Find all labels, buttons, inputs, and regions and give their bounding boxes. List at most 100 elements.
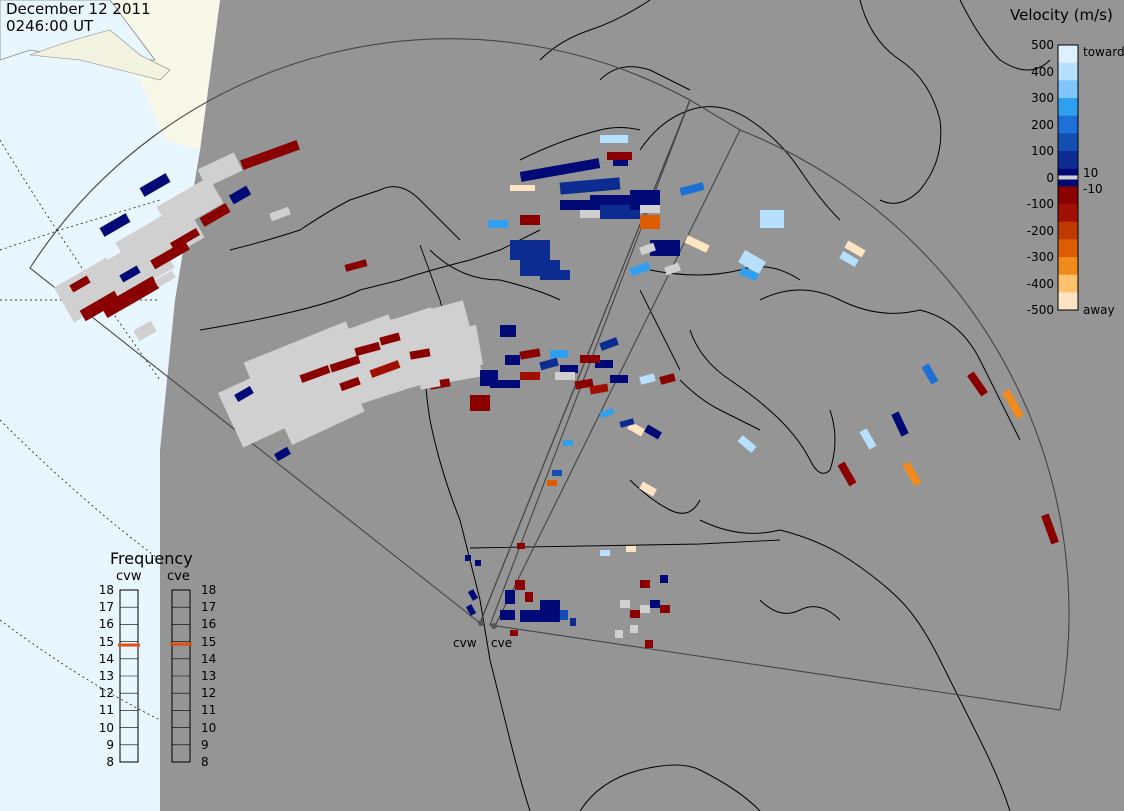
frequency-tick: 13: [98, 669, 114, 683]
velocity-cell: [465, 604, 477, 616]
frequency-tick: 12: [98, 686, 114, 701]
velocity-cell: [607, 152, 632, 160]
velocity-tick: 0: [1046, 170, 1054, 185]
frequency-tick: 16: [201, 617, 217, 632]
velocity-cell: [344, 259, 368, 272]
velocity-cell: [525, 592, 533, 602]
velocity-cell: [275, 374, 365, 446]
frequency-tick: 16: [98, 617, 114, 632]
frequency-tick: 8: [201, 755, 209, 769]
velocity-cell: [639, 481, 657, 497]
velocity-cell: [738, 249, 766, 275]
velocity-cell: [630, 610, 640, 618]
velocity-cell: [505, 590, 515, 604]
colorbar-segment: [1058, 257, 1078, 276]
frequency-tick: 15: [98, 634, 114, 649]
frequency-tick: 17: [98, 600, 114, 615]
frequency-tick: 10: [98, 720, 114, 735]
velocity-cell: [629, 261, 651, 277]
velocity-cell: [269, 206, 291, 222]
frequency-tick: 14: [98, 651, 114, 666]
velocity-cell: [640, 215, 660, 229]
velocity-cell: [640, 205, 660, 213]
site-label-cvw: cvw: [453, 636, 477, 650]
velocity-cell: [580, 355, 600, 363]
velocity-cell: [517, 543, 525, 549]
velocity-cell: [519, 158, 601, 182]
velocity-cell: [599, 337, 619, 351]
velocity-cell: [967, 371, 988, 397]
velocity-cell: [520, 372, 540, 380]
velocity-cell: [921, 363, 939, 385]
velocity-cell: [547, 480, 557, 486]
velocity-cell: [505, 355, 520, 365]
velocity-cell: [679, 182, 705, 196]
velocity-cell: [615, 630, 623, 638]
frequency-bars: [118, 589, 192, 763]
colorbar-segment: [1058, 239, 1078, 258]
velocity-cell: [550, 350, 568, 358]
velocity-cell: [599, 407, 615, 419]
velocity-cell: [627, 421, 645, 437]
velocity-cell: [79, 290, 121, 322]
velocity-cell: [645, 640, 653, 648]
velocity-cell: [510, 185, 535, 191]
velocity-cell: [619, 418, 635, 428]
velocity-away-label: away: [1083, 303, 1115, 317]
velocity-tick: -500: [1026, 303, 1054, 317]
velocity-cell: [555, 372, 575, 380]
frequency-tick: 17: [201, 600, 217, 615]
velocity-cell: [199, 203, 231, 227]
velocity-cell: [119, 265, 141, 283]
velocity-cell: [154, 270, 176, 288]
velocity-cell: [844, 240, 866, 258]
velocity-cell: [600, 135, 628, 143]
velocity-cell: [100, 275, 160, 319]
velocity-tick: 400: [1031, 64, 1054, 79]
velocity-cell: [739, 267, 759, 281]
frequency-legend-title: Frequency: [110, 549, 193, 568]
velocity-cell: [639, 242, 656, 256]
colorbar-segment: [1058, 62, 1078, 81]
velocity-cell: [659, 373, 676, 385]
colorbar-segment: [1058, 186, 1078, 205]
velocity-cell: [1041, 513, 1059, 545]
velocity-cell: [515, 580, 525, 590]
velocity-cell: [500, 610, 515, 620]
frequency-tick: 13: [201, 669, 217, 683]
velocity-tick: -300: [1026, 250, 1054, 264]
velocity-cell: [560, 610, 568, 620]
velocity-cell: [620, 600, 630, 608]
velocity-small-tick-neg: -10: [1083, 182, 1103, 196]
velocity-cell: [520, 215, 540, 225]
frequency-indicator-cvw: [118, 643, 140, 647]
velocity-toward-label: toward: [1083, 45, 1124, 59]
velocity-cell: [839, 251, 859, 267]
site-marker-cvw: [478, 620, 484, 626]
colorbar-segment: [1058, 274, 1078, 293]
velocity-cell: [234, 386, 254, 402]
velocity-cell: [639, 373, 656, 385]
velocity-cell: [150, 240, 190, 270]
colorbar-segment: [1058, 45, 1078, 64]
velocity-cell: [409, 348, 431, 360]
velocity-cell: [640, 580, 650, 588]
velocity-cell: [837, 461, 857, 487]
velocity-cell: [488, 220, 508, 228]
colorbar-segment: [1058, 80, 1078, 99]
frequency-tick: 14: [201, 651, 217, 666]
velocity-cell: [274, 446, 291, 462]
velocity-cell: [490, 380, 520, 388]
velocity-cell: [69, 275, 91, 293]
velocity-cell: [559, 177, 621, 195]
velocity-cell: [589, 383, 609, 395]
velocity-tick: -400: [1026, 276, 1054, 291]
velocity-tick: -100: [1026, 197, 1054, 211]
velocity-cell: [357, 350, 443, 400]
velocity-cell: [650, 600, 660, 608]
velocity-cell: [519, 348, 541, 360]
velocity-cell: [570, 618, 576, 626]
map-time: 0246:00 UT: [6, 17, 94, 35]
frequency-radar-cvw: cvw: [116, 569, 142, 584]
